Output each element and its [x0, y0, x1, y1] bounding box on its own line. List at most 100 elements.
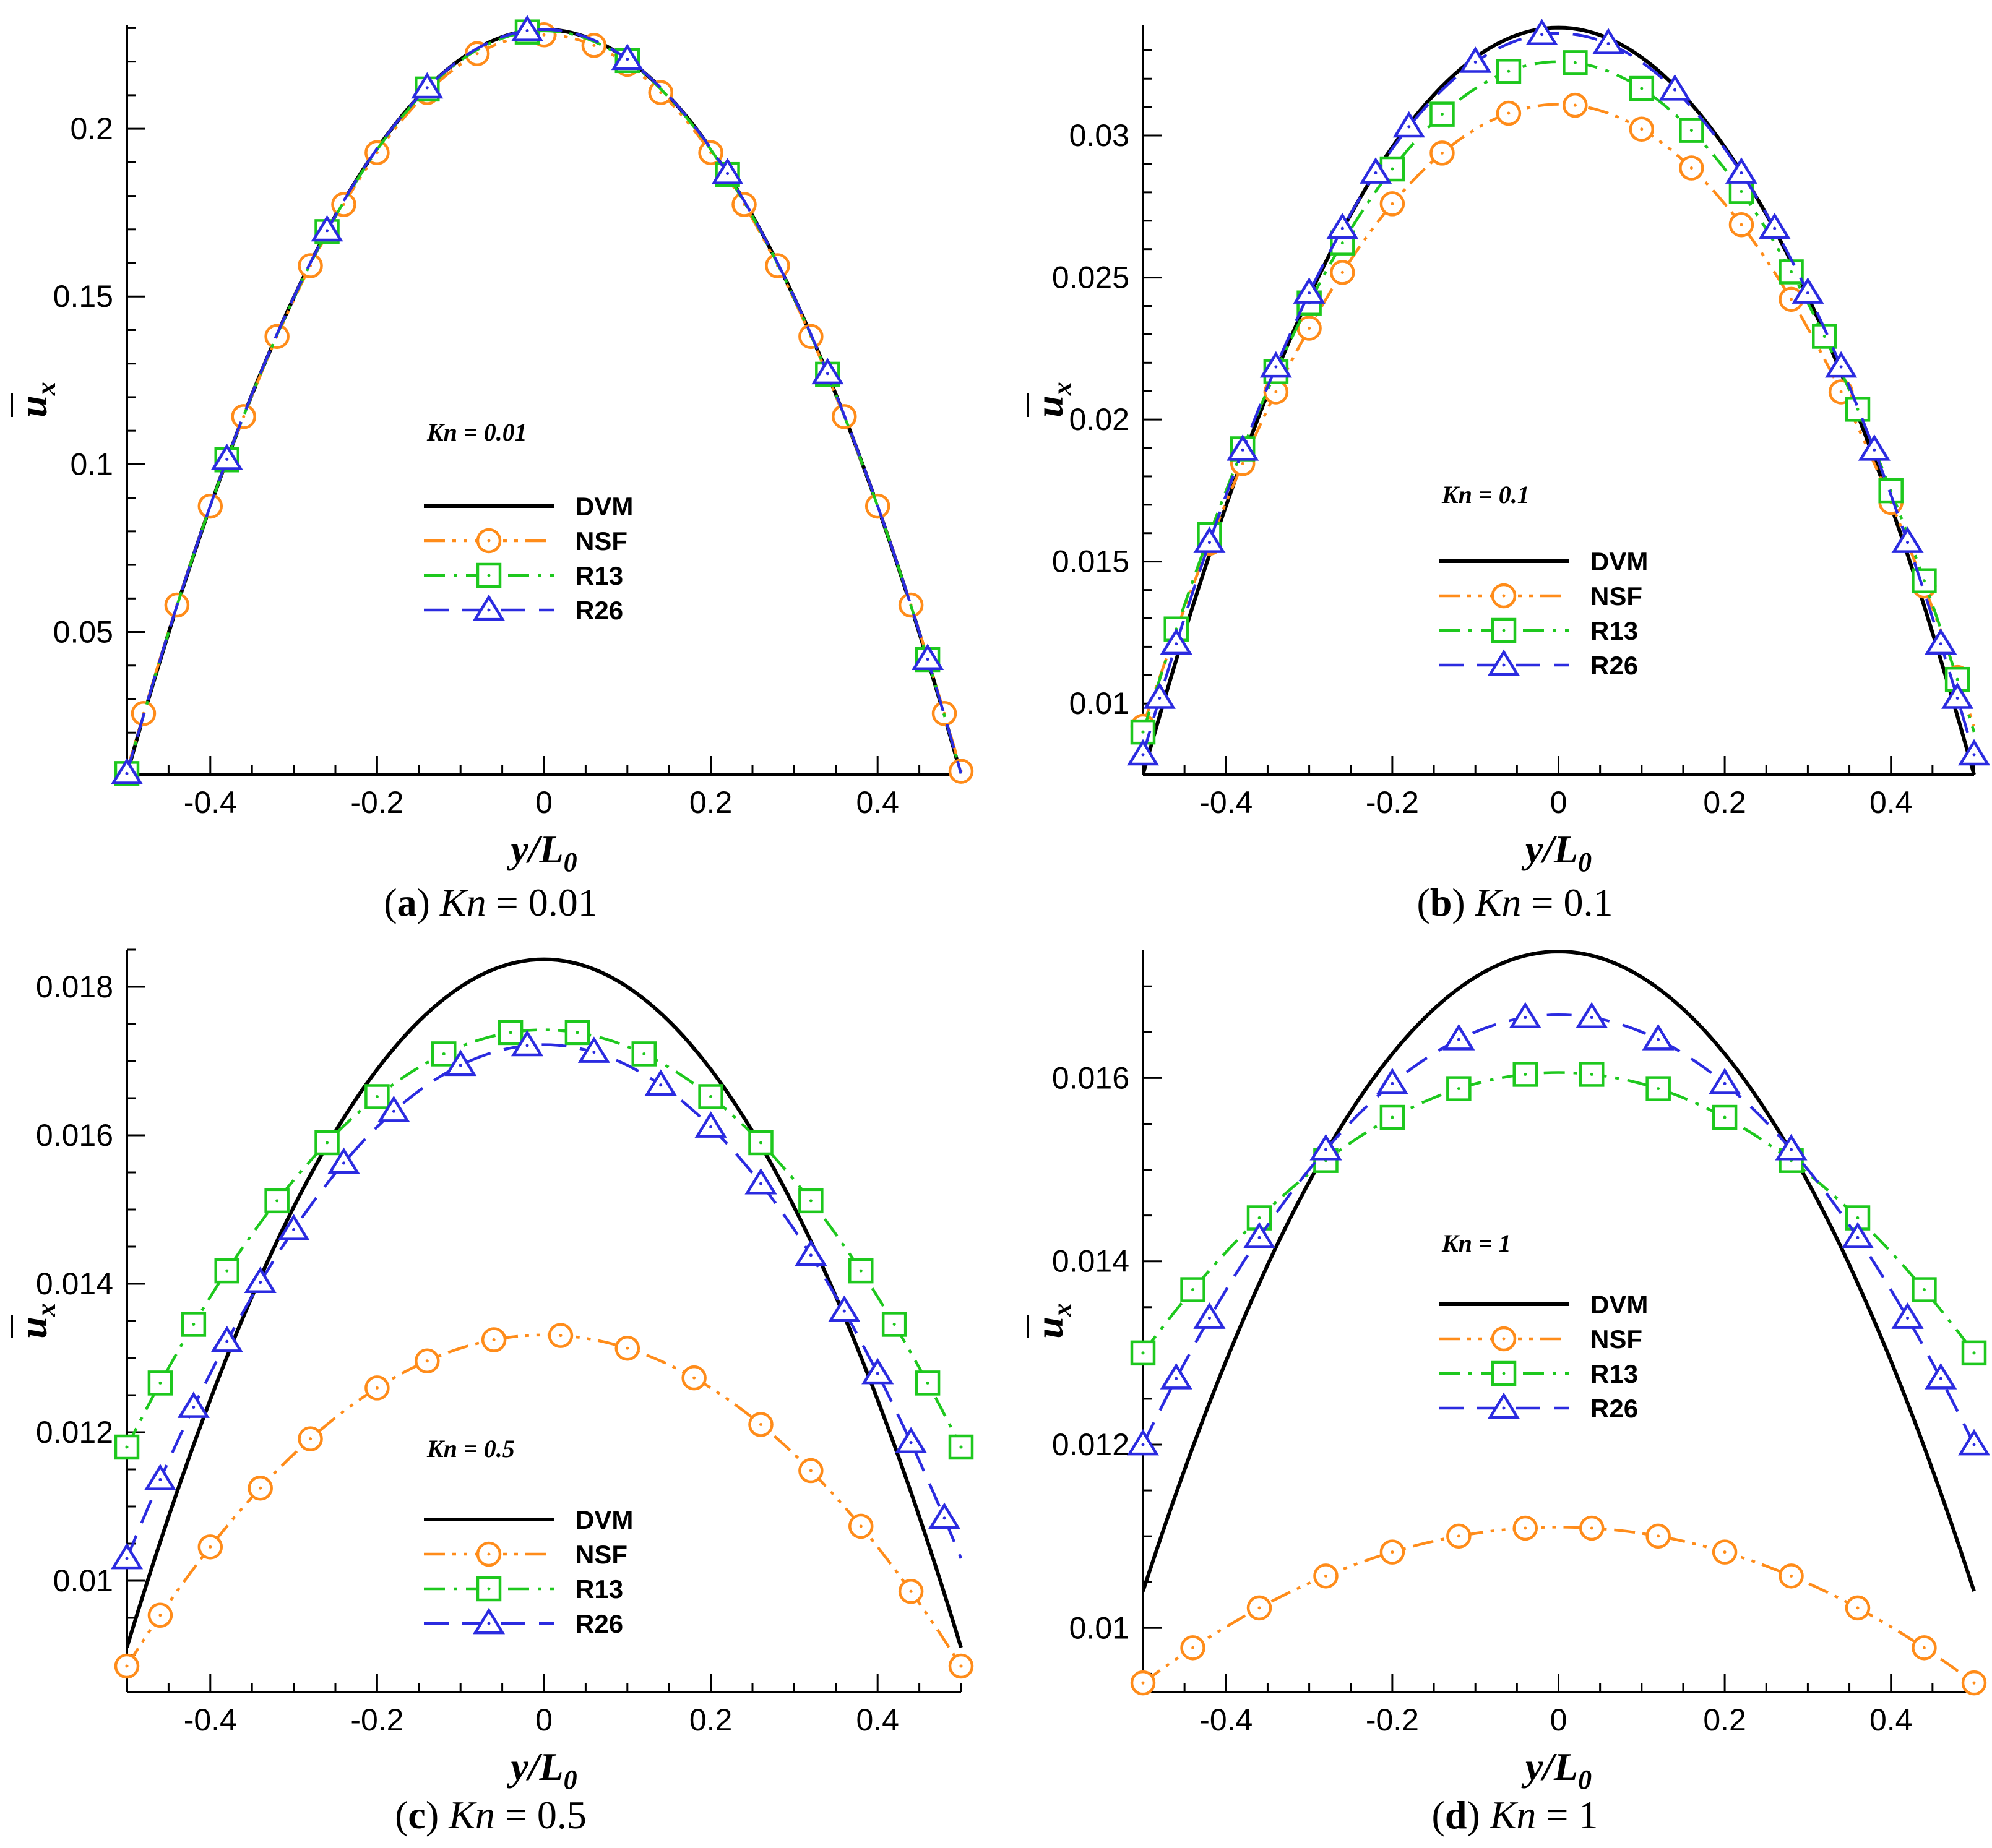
- data-point-r26-dot: [125, 771, 129, 775]
- panel-caption: (d) Kn = 1: [1432, 1793, 1598, 1837]
- data-point-r26-dot: [1141, 753, 1145, 757]
- data-point-nsf-dot: [1274, 390, 1278, 393]
- data-point-r26: [311, 215, 343, 242]
- legend-label-nsf: NSF: [1590, 1325, 1642, 1354]
- data-point-r26-dot: [626, 58, 629, 61]
- data-point-r26: [1576, 1002, 1608, 1029]
- legend-label-nsf: NSF: [576, 1540, 627, 1569]
- series-line-r26: [1143, 32, 1976, 755]
- data-point-r13: [915, 1370, 941, 1396]
- series-dvm: [127, 27, 963, 775]
- data-point-r26-dot: [1790, 1148, 1793, 1151]
- y-axis-label: ux: [1027, 382, 1077, 418]
- data-point-nsf-dot: [1839, 390, 1843, 393]
- data-point-r13-dot: [1191, 1288, 1195, 1292]
- data-point-r13-dot: [1507, 69, 1511, 73]
- y-tick-label: 0.012: [1052, 1427, 1129, 1462]
- data-point-r26: [1725, 157, 1758, 184]
- legend-label-r13: R13: [1590, 616, 1638, 645]
- data-point-r13-dot: [959, 1445, 963, 1449]
- data-point-r13-dot: [1922, 579, 1926, 583]
- data-point-r13: [698, 1084, 723, 1109]
- data-point-r26: [577, 1036, 610, 1063]
- data-point-r13-dot: [1391, 167, 1394, 171]
- data-point-r26: [928, 1502, 961, 1529]
- legend-label-dvm: DVM: [1590, 1290, 1648, 1319]
- data-point-r13: [748, 1130, 774, 1156]
- data-point-r26: [1359, 157, 1392, 184]
- legend-marker-r13: [1491, 1360, 1517, 1386]
- data-point-r26: [1227, 434, 1259, 461]
- data-point-r26: [1193, 1302, 1226, 1329]
- data-point-r26-dot: [392, 1109, 395, 1113]
- data-point-nsf-dot: [242, 415, 246, 418]
- data-point-r26: [511, 1029, 544, 1057]
- data-point-r26-dot: [1241, 448, 1244, 452]
- legend-label-nsf: NSF: [576, 526, 627, 556]
- data-point-r26: [1642, 1023, 1675, 1051]
- data-point-r26-dot: [1274, 365, 1278, 369]
- data-point-r26: [1858, 434, 1891, 461]
- data-point-r26: [1160, 628, 1192, 655]
- y-axis-label: ux: [11, 382, 61, 418]
- data-point-r13: [264, 1188, 290, 1214]
- data-point-nsf-dot: [559, 1334, 563, 1338]
- data-point-r13-dot: [926, 1381, 929, 1385]
- data-point-nsf-dot: [1457, 1534, 1460, 1538]
- data-point-r26-dot: [1524, 1016, 1527, 1020]
- data-point-nsf-dot: [1740, 223, 1743, 226]
- y-axis-label: ux: [1027, 1303, 1077, 1339]
- legend-label-r13: R13: [1590, 1359, 1638, 1388]
- data-point-nsf-dot: [859, 1524, 863, 1528]
- data-point-r26-dot: [909, 1441, 913, 1445]
- data-point-r13-dot: [1922, 1288, 1926, 1292]
- data-point-r26-dot: [1972, 753, 1976, 757]
- panel-c: -0.4 -0.2 0 0.2 0.4 0.01 0.012 0.014 0.016 0.018 y…: [11, 948, 974, 1837]
- data-point-nsf-dot: [375, 1386, 379, 1390]
- y-tick-label: 0.014: [1052, 1244, 1129, 1279]
- legend: DVM NSF R13 R26: [1439, 547, 1648, 680]
- x-axis-label: y/L0: [506, 1745, 577, 1795]
- data-point-r13-dot: [859, 1269, 863, 1273]
- y-tick-label: 0.025: [1052, 260, 1129, 295]
- data-point-nsf-dot: [1391, 1550, 1394, 1554]
- markers-r26: [110, 1029, 961, 1570]
- data-point-r13-dot: [509, 1031, 512, 1034]
- y-tick-label: 0.01: [1069, 686, 1129, 721]
- data-point-nsf-dot: [1440, 151, 1444, 155]
- series-dvm: [1143, 949, 1976, 1592]
- data-point-r13: [314, 1130, 340, 1156]
- x-tick-label: -0.4: [1199, 1703, 1253, 1737]
- data-point-nsf-dot: [1972, 1681, 1976, 1685]
- data-point-r13-dot: [1972, 1351, 1976, 1355]
- data-point-r26: [210, 1325, 243, 1352]
- y-tick-label: 0.015: [1052, 544, 1129, 579]
- data-point-r26: [1891, 1302, 1924, 1329]
- y-tick-label: 0.01: [1069, 1610, 1129, 1645]
- data-point-r26: [644, 1069, 677, 1096]
- legend-marker-r26: [472, 1607, 506, 1635]
- data-point-r26: [1925, 628, 1957, 655]
- legend: DVM NSF R13 R26: [1439, 1290, 1648, 1423]
- data-point-r13-dot: [1640, 87, 1644, 90]
- data-point-nsf-dot: [1689, 166, 1693, 170]
- series-line-r26: [127, 1043, 963, 1559]
- data-point-r26-dot: [425, 86, 429, 90]
- data-point-r13-dot: [1856, 1216, 1860, 1220]
- data-point-r26: [912, 643, 944, 670]
- legend-marker-r26-dot: [487, 1622, 491, 1625]
- data-point-r13-dot: [375, 1095, 379, 1099]
- y-tick-label: 0.1: [70, 447, 113, 481]
- series-line-nsf: [127, 1333, 962, 1667]
- data-point-r26-dot: [876, 1372, 879, 1375]
- data-point-r26: [744, 1167, 777, 1195]
- legend: DVM NSF R13 R26: [424, 492, 633, 625]
- data-point-r13-dot: [642, 1052, 646, 1055]
- data-point-r26: [1259, 351, 1292, 378]
- series-line-dvm: [1143, 949, 1976, 1592]
- data-point-r13-dot: [125, 1445, 129, 1449]
- legend-label-r26: R26: [1590, 1394, 1638, 1423]
- data-point-r26: [1442, 1023, 1475, 1051]
- series-line-r13: [1143, 1071, 1975, 1354]
